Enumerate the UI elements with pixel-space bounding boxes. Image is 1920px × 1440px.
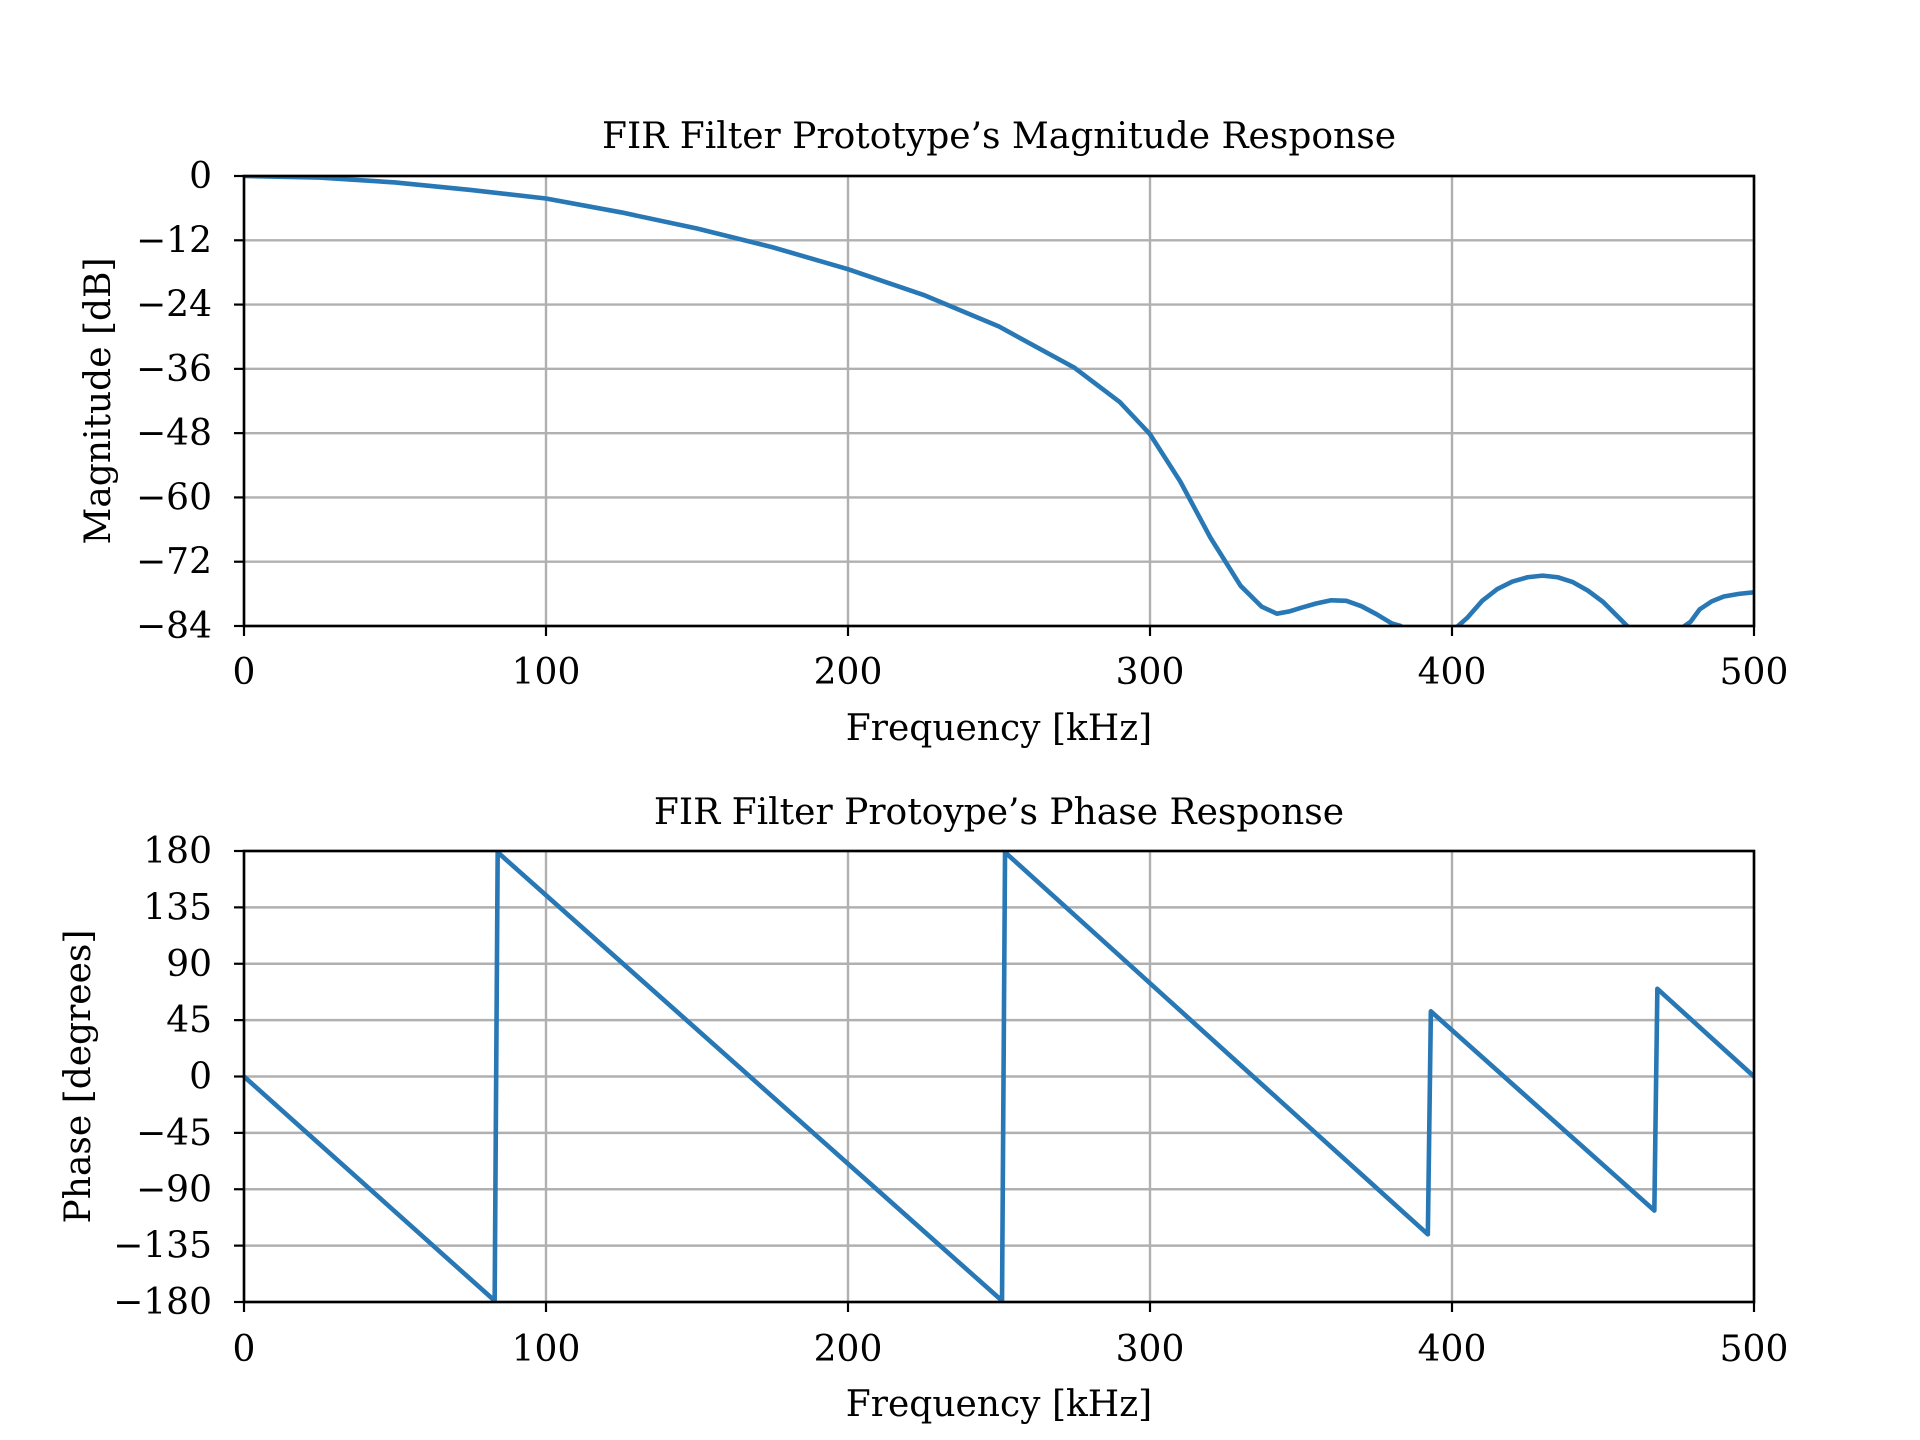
chart-panel-2: 0 100 200 300 400 500 180 135 90 45 0 −45 −90 −135 −18…: [58, 792, 1788, 1425]
chart-title: FIR Filter Protoype’s Phase Response: [654, 792, 1344, 833]
x-tick-label: 0: [233, 652, 256, 693]
y-tick-label: −12: [136, 220, 212, 261]
y-tick-label: −180: [113, 1282, 212, 1323]
y-tick-label: 0: [189, 156, 212, 197]
x-tick-label: 100: [512, 652, 581, 693]
x-tick-label: 200: [814, 652, 883, 693]
chart-panel-1: 0 100 200 300 400 500 0 −12 −24 −36 −48 −60 −72 −84 FI…: [78, 116, 1788, 749]
y-tick-label: −84: [136, 606, 212, 647]
x-tick-label: 200: [814, 1329, 883, 1370]
y-tick-label: −90: [136, 1169, 212, 1210]
y-tick-label: −60: [136, 477, 212, 518]
data-series-line: [244, 176, 1754, 626]
x-tick-label: 500: [1720, 652, 1789, 693]
y-tick-label: −48: [136, 413, 212, 454]
y-tick-label: 90: [166, 944, 212, 985]
x-tick-label: 100: [512, 1329, 581, 1370]
x-axis-label: Frequency [kHz]: [846, 1384, 1152, 1425]
x-tick-label: 300: [1116, 652, 1185, 693]
data-series-line: [244, 851, 1754, 1302]
y-axis-label: Phase [degrees]: [58, 930, 99, 1224]
x-tick-label: 300: [1116, 1329, 1185, 1370]
x-tick-label: 400: [1418, 1329, 1487, 1370]
chart-title: FIR Filter Prototype’s Magnitude Respons…: [602, 116, 1396, 157]
y-axis-label: Magnitude [dB]: [78, 257, 119, 544]
x-axis-label: Frequency [kHz]: [846, 708, 1152, 749]
y-tick-label: −24: [136, 285, 212, 326]
y-tick-label: −36: [136, 349, 212, 390]
y-tick-label: −135: [113, 1226, 212, 1267]
y-tick-label: 0: [189, 1057, 212, 1098]
x-tick-label: 500: [1720, 1329, 1789, 1370]
axes-frame: [242, 174, 1756, 628]
y-tick-label: −45: [136, 1113, 212, 1154]
y-tick-label: 180: [143, 831, 212, 872]
y-tick-label: −72: [136, 542, 212, 583]
x-tick-label: 400: [1418, 652, 1487, 693]
y-tick-label: 45: [166, 1000, 212, 1041]
y-tick-label: 135: [143, 887, 212, 928]
x-tick-label: 0: [233, 1329, 256, 1370]
